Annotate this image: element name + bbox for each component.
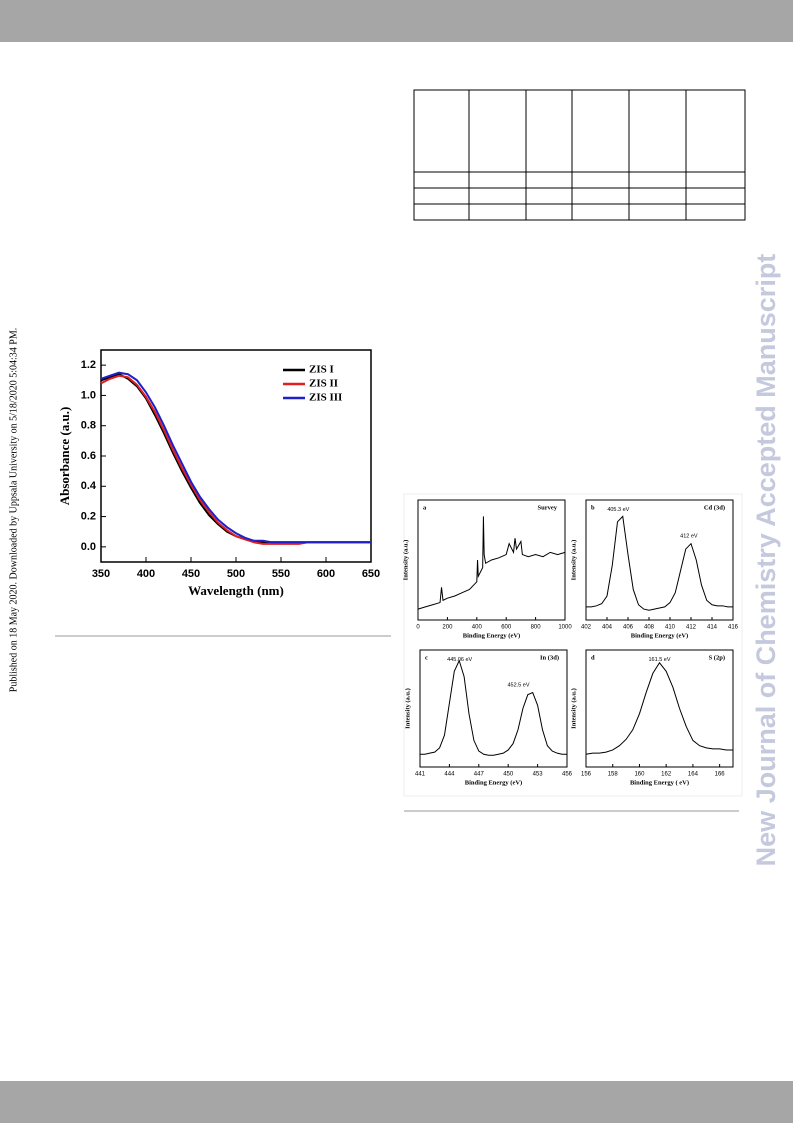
x-tick-label: 166 [715,772,726,778]
data-line [585,661,733,755]
x-tick-label: 550 [272,568,290,580]
panel-label: b [591,504,595,511]
peak-annotation: 405.3 eV [607,507,629,513]
x-tick-label: 441 [415,772,426,778]
x-tick-label: 600 [317,568,335,580]
x-tick-label: 408 [644,625,655,631]
footer-bar [0,1081,793,1123]
y-tick-label: 1.0 [81,389,96,401]
legend-label: ZIS III [309,392,342,404]
x-tick-label: 416 [728,625,739,631]
x-tick-label: 450 [182,568,200,580]
y-tick-label: 0.0 [81,541,96,553]
y-tick-label: 1.2 [81,359,96,371]
x-tick-label: 450 [503,772,514,778]
empty-table [413,89,746,221]
y-axis-label: Intensity (a.u.) [570,540,577,581]
legend-label: ZIS II [309,378,338,390]
peak-annotation: 412 eV [680,533,698,539]
x-tick-label: 412 [686,625,697,631]
plot-frame [419,649,568,768]
x-tick-label: 402 [581,625,592,631]
plot-frame [585,499,734,621]
x-tick-label: 160 [634,772,645,778]
y-axis-label: Intensity (a.u.) [404,688,411,729]
panel-label: a [423,504,427,511]
legend-label: ZIS I [309,364,334,376]
x-tick-label: 158 [608,772,619,778]
x-tick-label: 414 [707,625,718,631]
x-tick-label: 410 [665,625,676,631]
x-axis-label: Wavelength (nm) [188,583,284,598]
y-axis-label: Intensity (a.u.) [570,688,577,729]
x-tick-label: 600 [501,625,512,631]
x-tick-label: 800 [531,625,542,631]
x-tick-label: 400 [137,568,155,580]
watermark: New Journal of Chemistry Accepted Manusc… [751,254,781,867]
sidebar-note: Published on 18 May 2020. Downloaded by … [8,328,19,692]
x-tick-label: 444 [444,772,455,778]
y-tick-label: 0.2 [81,510,96,522]
x-tick-label: 400 [472,625,483,631]
x-tick-label: 456 [562,772,573,778]
data-line [586,515,733,611]
data-line [100,371,371,544]
peak-annotation: 452.5 eV [507,683,529,689]
plot-frame [417,499,566,621]
x-tick-label: 156 [581,772,592,778]
x-tick-label: 650 [362,568,380,580]
header-bar [0,0,793,42]
x-tick-label: 1000 [558,625,572,631]
panel-title: Cd (3d) [704,504,725,511]
x-tick-label: 404 [602,625,613,631]
x-tick-label: 500 [227,568,245,580]
x-tick-label: 350 [92,568,110,580]
data-line [417,516,566,610]
panel-label: d [591,654,595,661]
figure-frame [403,493,743,797]
data-line [420,659,567,756]
y-tick-label: 0.6 [81,450,96,462]
plot-frame [585,649,734,768]
x-axis-label: Binding Energy ( eV) [630,779,689,786]
panel-title: In (3d) [540,654,559,661]
x-axis-label: Binding Energy (eV) [465,779,522,786]
x-tick-label: 162 [661,772,672,778]
panel-title: S (2p) [709,654,725,661]
x-tick-label: 447 [474,772,485,778]
x-tick-label: 453 [533,772,544,778]
x-tick-label: 0 [416,625,420,631]
peak-annotation: 161.5 eV [648,657,670,663]
x-axis-label: Binding Energy (eV) [463,632,520,639]
y-axis-label: Intensity (a.u.) [402,540,409,581]
x-tick-label: 200 [442,625,453,631]
panel-label: c [425,654,428,661]
panel-title: Survey [538,504,558,511]
y-tick-label: 0.8 [81,420,96,432]
peak-annotation: 445.06 eV [447,657,472,663]
x-tick-label: 406 [623,625,634,631]
x-tick-label: 164 [688,772,699,778]
y-axis-label: Absorbance (a.u.) [57,407,72,506]
y-tick-label: 0.4 [81,480,97,492]
x-axis-label: Binding Energy (eV) [631,632,688,639]
